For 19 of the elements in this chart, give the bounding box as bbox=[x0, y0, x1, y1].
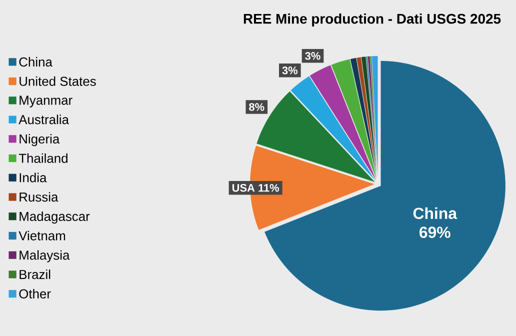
data-label: 3% bbox=[282, 66, 298, 74]
legend-label: Vietnam bbox=[18, 230, 66, 240]
legend-label: China bbox=[19, 57, 52, 67]
legend-label: Brazil bbox=[20, 270, 50, 280]
data-label: 3% bbox=[305, 52, 320, 60]
data-label: 8% bbox=[249, 103, 264, 111]
legend-label: Russia bbox=[20, 192, 58, 202]
legend-label: Australia bbox=[18, 114, 69, 124]
legend-label: Thailand bbox=[18, 153, 68, 163]
legend-label: Malaysia bbox=[20, 250, 70, 262]
legend-label: United States bbox=[20, 76, 96, 86]
legend-label: Madagascar bbox=[20, 211, 90, 224]
legend-label: India bbox=[20, 172, 47, 182]
data-label: USA 11% bbox=[232, 184, 280, 192]
legend-label: Myanmar bbox=[20, 96, 72, 108]
data-label: China 69% bbox=[413, 207, 458, 238]
legend-label: Nigeria bbox=[20, 134, 60, 146]
legend-label: Other bbox=[19, 288, 51, 298]
chart-title: REE Mine production - Dati USGS 2025 bbox=[244, 13, 501, 26]
